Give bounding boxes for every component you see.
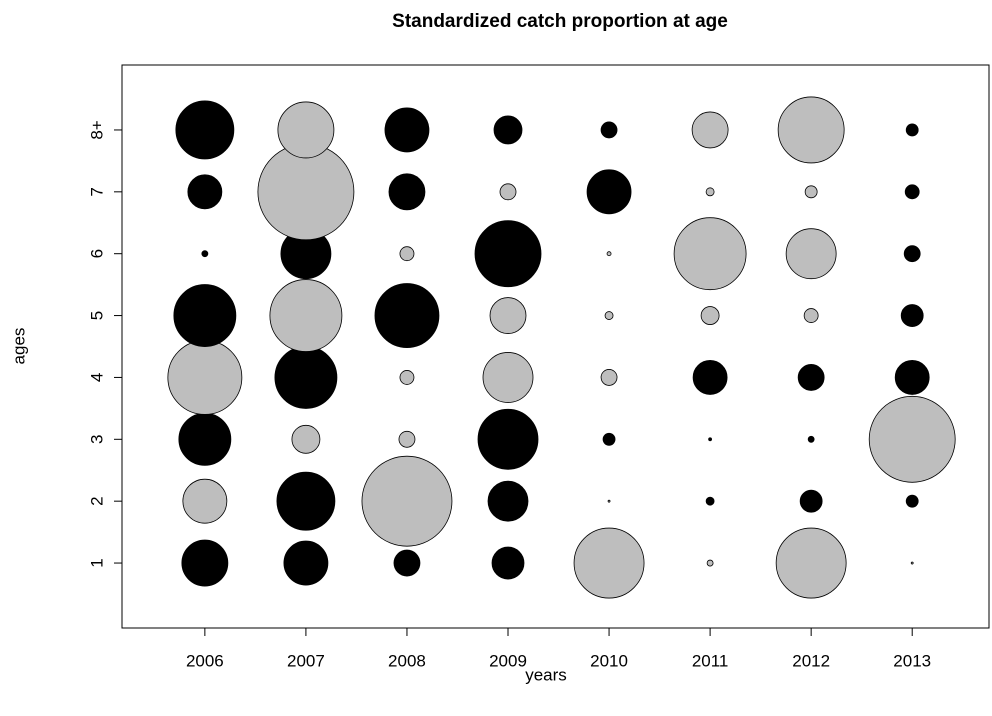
bubble <box>399 246 415 262</box>
bubble <box>708 437 713 442</box>
bubble <box>785 228 837 280</box>
bubble <box>900 304 924 327</box>
bubble <box>905 123 919 137</box>
bubble <box>586 169 632 215</box>
bubble <box>474 220 542 288</box>
bubble <box>269 279 343 352</box>
bubble <box>187 174 223 210</box>
bubble <box>182 478 228 524</box>
bubble <box>398 430 416 448</box>
bubble <box>291 424 321 454</box>
y-tick-label: 3 <box>87 435 106 444</box>
bubble <box>700 306 720 325</box>
bubble <box>499 183 517 201</box>
bubble <box>201 250 209 258</box>
bubble <box>673 217 747 291</box>
bubble <box>173 284 237 347</box>
bubble <box>799 489 823 513</box>
bubble <box>602 432 616 446</box>
bubble <box>388 173 426 211</box>
bubble <box>868 395 956 483</box>
bubble <box>274 346 338 409</box>
bubble <box>573 527 645 599</box>
bubble <box>904 184 920 200</box>
bubble <box>706 559 714 567</box>
x-tick-label: 2013 <box>893 651 931 670</box>
bubble <box>691 111 729 149</box>
bubble <box>606 251 612 257</box>
bubble <box>777 96 845 164</box>
bubble <box>167 340 243 415</box>
bubble <box>283 540 329 586</box>
y-tick-label: 1 <box>87 558 106 567</box>
bubble <box>607 499 611 503</box>
bubble <box>905 494 919 508</box>
x-tick-label: 2008 <box>388 651 426 670</box>
bubble <box>803 308 819 323</box>
bubble <box>493 115 523 145</box>
bubble <box>175 100 235 160</box>
bubble <box>477 408 539 470</box>
bubble <box>705 187 715 197</box>
x-tick-label: 2009 <box>489 651 527 670</box>
bubble <box>491 546 525 580</box>
bubble <box>910 561 914 565</box>
bubble <box>705 496 715 506</box>
y-tick-label: 8+ <box>87 120 106 139</box>
x-tick-label: 2007 <box>287 651 325 670</box>
bubble <box>384 107 430 153</box>
bubble <box>489 297 527 334</box>
x-axis-label: years <box>525 665 567 684</box>
x-tick-label: 2010 <box>590 651 628 670</box>
y-tick-label: 2 <box>87 496 106 505</box>
bubble <box>604 311 614 320</box>
y-tick-label: 6 <box>87 249 106 258</box>
bubble <box>393 549 421 577</box>
chart-title: Standardized catch proportion at age <box>392 11 728 32</box>
y-axis-label: ages <box>9 328 28 365</box>
bubble <box>399 370 415 385</box>
bubble <box>804 185 818 199</box>
bubble <box>894 360 930 395</box>
x-tick-label: 2011 <box>692 651 729 670</box>
bubble <box>181 539 229 587</box>
bubble <box>276 471 336 531</box>
bubble <box>487 480 529 522</box>
y-tick-label: 4 <box>87 373 106 382</box>
x-tick-label: 2006 <box>186 651 224 670</box>
y-tick-label: 5 <box>87 311 106 320</box>
bubble <box>903 245 921 263</box>
y-tick-label: 7 <box>87 187 106 196</box>
bubble <box>277 101 335 159</box>
plot-frame <box>121 64 990 629</box>
bubble <box>775 527 847 599</box>
bubble <box>374 283 440 348</box>
bubble <box>692 360 728 395</box>
bubble <box>178 412 232 466</box>
bubble <box>807 435 815 443</box>
x-tick-label: 2012 <box>792 651 830 670</box>
bubble <box>600 121 618 139</box>
bubble <box>797 364 825 391</box>
bubble <box>482 352 534 403</box>
bubble <box>361 455 453 547</box>
bubble <box>600 369 618 386</box>
